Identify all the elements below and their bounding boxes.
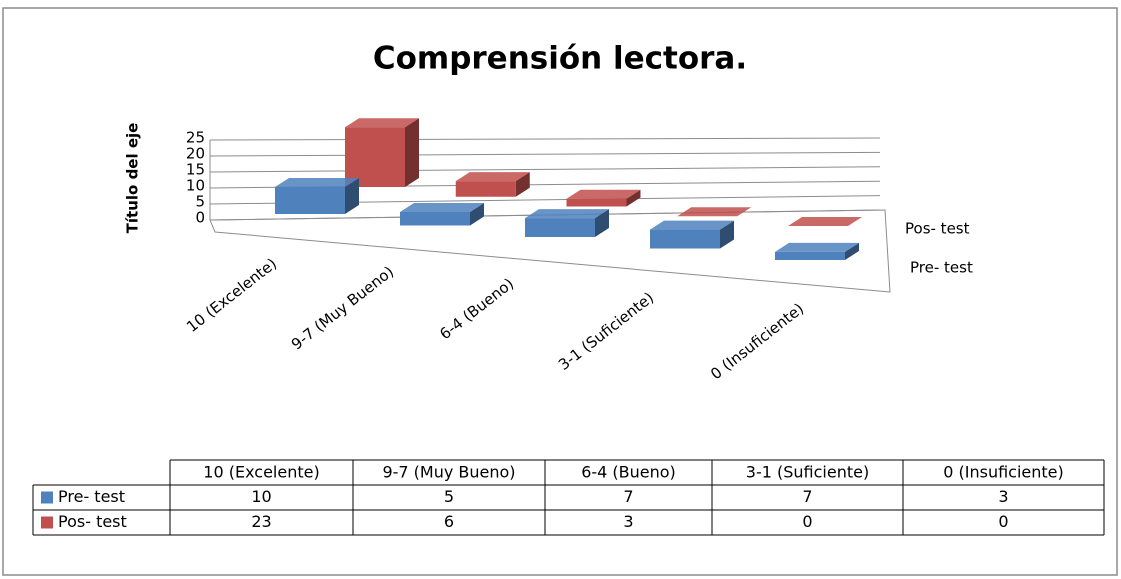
- bar-top: [400, 203, 484, 212]
- bar-front: [566, 198, 627, 207]
- table-value: 7: [802, 487, 812, 506]
- bar-side: [470, 203, 484, 226]
- bar-top: [566, 189, 641, 199]
- bar: [455, 172, 530, 197]
- bar-front: [345, 127, 405, 187]
- bar: [525, 209, 609, 237]
- table-header: 0 (Insuficiente): [943, 463, 1064, 482]
- bar: [275, 178, 359, 214]
- bar-front: [400, 212, 470, 226]
- table-header: 9-7 (Muy Bueno): [382, 463, 515, 482]
- bar-side: [845, 242, 859, 260]
- bar-front: [650, 229, 720, 249]
- table-value: 23: [251, 512, 271, 531]
- bar-side: [595, 209, 609, 237]
- legend-label: Pre- test: [58, 487, 125, 506]
- bar-top: [275, 178, 359, 187]
- table-value: 3: [623, 512, 633, 531]
- table-header: 3-1 (Suficiente): [746, 463, 869, 482]
- y-tick-label: 0: [195, 209, 205, 227]
- bar: [566, 189, 641, 207]
- bar-front: [275, 187, 345, 214]
- chart-border: [2, 7, 1118, 576]
- bar-side: [720, 220, 734, 249]
- table-value: 6: [444, 512, 454, 531]
- depth-label: Pos- test: [905, 220, 970, 238]
- y-tick-label: 5: [195, 193, 205, 211]
- grid-line: [209, 151, 881, 157]
- legend-key: [41, 491, 53, 504]
- bar: [677, 207, 752, 217]
- grid-line: [209, 166, 881, 173]
- table-value: 3: [998, 487, 1008, 506]
- table-value: 7: [623, 487, 633, 506]
- bar: [788, 217, 862, 226]
- bar-front: [455, 181, 516, 197]
- bar-side: [626, 189, 641, 207]
- table-header: 6-4 (Bueno): [581, 463, 676, 482]
- table-value: 5: [444, 487, 454, 506]
- bar-front: [775, 251, 845, 260]
- legend-key: [41, 516, 53, 529]
- bar-top: [677, 207, 752, 217]
- bar-top: [345, 118, 419, 128]
- legend-label: Pos- test: [58, 512, 127, 531]
- bar-top: [525, 209, 609, 219]
- grid-line: [209, 137, 881, 141]
- y-tick-label: 25: [186, 129, 205, 147]
- bar: [345, 118, 419, 187]
- y-axis-label: Título del eje: [124, 123, 142, 234]
- bar-side: [515, 172, 530, 197]
- bar-top: [788, 217, 862, 226]
- table-value: 0: [998, 512, 1008, 531]
- bar-side: [405, 118, 419, 187]
- table-value: 0: [802, 512, 812, 531]
- bar-top: [650, 220, 734, 230]
- bar: [775, 242, 859, 260]
- y-tick-label: 10: [186, 177, 205, 195]
- table-value: 10: [251, 487, 271, 506]
- y-tick-label: 20: [186, 145, 205, 163]
- chart-title: Comprensión lectora.: [373, 41, 747, 77]
- bar-top: [455, 172, 530, 182]
- bar-top: [775, 242, 859, 252]
- bar-side: [345, 178, 359, 214]
- bar: [650, 220, 734, 249]
- bar: [400, 203, 484, 226]
- depth-label: Pre- test: [910, 259, 973, 277]
- table-header: 10 (Excelente): [203, 463, 319, 482]
- y-tick-label: 15: [186, 161, 205, 179]
- bar-front: [525, 218, 595, 237]
